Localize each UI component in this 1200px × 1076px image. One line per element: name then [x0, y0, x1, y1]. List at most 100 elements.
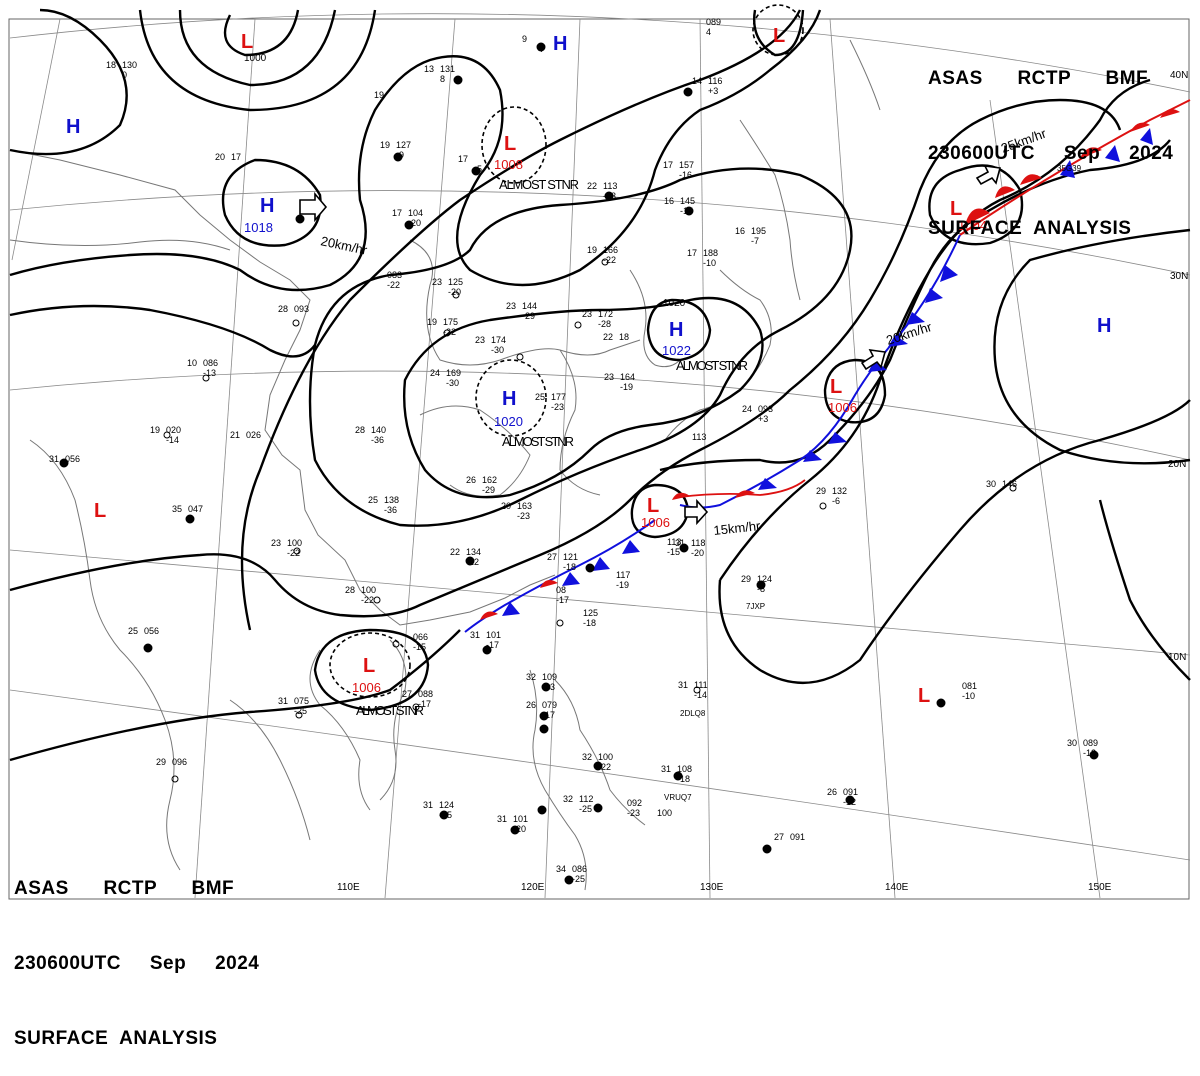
station-plot: 17 104-20	[392, 208, 423, 228]
station-plot: 24 169-30	[430, 368, 461, 388]
isobar-low-1006-front	[630, 483, 690, 539]
lat-label-40n: 40N	[1170, 70, 1188, 81]
station-pressure: 108	[677, 764, 692, 774]
station-pressure: 146	[1002, 479, 1017, 489]
station-temperature: 28	[355, 425, 365, 435]
station-pressure: 092	[627, 798, 642, 808]
station-temperature: 23	[432, 277, 442, 287]
station-pressure: 134	[466, 547, 481, 557]
station-plot: 28 140-36	[355, 425, 386, 445]
station-tendency: -14	[166, 435, 179, 445]
station-pressure: 169	[446, 368, 461, 378]
station-symbols	[59, 42, 1099, 885]
isobar-nw-1	[178, 9, 337, 87]
station-plot: 19 175-22	[427, 317, 458, 337]
station-pressure: 174	[491, 335, 506, 345]
station-temperature: 10	[187, 358, 197, 368]
station-tendency: 8	[440, 74, 445, 84]
isobar-nw-3	[9, 8, 128, 156]
station-plot: 32 112-25	[563, 794, 593, 814]
station-temperature: 27	[402, 689, 412, 699]
station-plot: 32 100-22	[582, 752, 613, 772]
isobar-high-1022	[646, 298, 712, 362]
isobar-north-band	[9, 9, 822, 292]
station-pressure: 089	[706, 17, 721, 27]
low-center-west-symbol: L	[94, 500, 106, 522]
station-pressure: 117	[616, 570, 630, 580]
station-plot: 083-22	[387, 270, 402, 290]
station-temperature: 23	[475, 335, 485, 345]
station-plot: 27 088-17	[402, 689, 433, 709]
station-temperature: 17	[687, 248, 697, 258]
station-pressure: 101	[486, 630, 501, 640]
station-pressure: 056	[65, 454, 80, 464]
station-tendency: -7	[751, 236, 759, 246]
station-tendency: -19	[620, 382, 633, 392]
station-temperature: 31	[49, 454, 59, 464]
station-temperature: 31	[675, 538, 685, 548]
station-plot: 31 124-15	[423, 800, 454, 820]
station-tendency: -10	[962, 691, 975, 701]
station-pressure: 075	[294, 696, 309, 706]
station-pressure: 157	[679, 160, 694, 170]
station-temperature: 32	[526, 672, 536, 682]
station-pressure: 127	[396, 140, 411, 150]
isobar-low-1006-sw	[313, 628, 430, 712]
station-plot: 113	[692, 432, 706, 442]
station-pressure: 121	[563, 552, 578, 562]
low-center-1006-front-value: 1006	[641, 515, 670, 530]
station-temperature: 19	[587, 245, 597, 255]
station-tendency: -17	[418, 699, 431, 709]
high-center-1022-symbol: H	[669, 319, 683, 341]
station-plot: 35 047	[172, 504, 203, 514]
station-tendency: -22	[466, 557, 479, 567]
low-center-1006-front-symbol: L	[647, 495, 659, 517]
station-tendency: -12	[843, 797, 856, 807]
station-pressure: 047	[188, 504, 203, 514]
station-pressure: 125	[448, 277, 463, 287]
station-pressure: 113	[667, 537, 681, 547]
station-temperature: 18	[106, 60, 116, 70]
station-tendency: -17	[556, 595, 569, 605]
station-plot: 23 172-28	[582, 309, 613, 329]
station-plot: 23 100-22	[271, 538, 302, 558]
station-pressure: 086	[203, 358, 218, 368]
high-1022-status: ALMOST STNR	[676, 358, 748, 373]
station-temperature: 22	[587, 181, 597, 191]
station-pressure: 093	[294, 304, 309, 314]
station-pressure: 079	[542, 700, 557, 710]
station-plot: 092-23	[627, 798, 642, 818]
station-tendency: -36	[384, 505, 397, 515]
isobar-south-loop	[9, 629, 461, 762]
station-plot: 30 089-12	[1067, 738, 1098, 758]
station-pressure: 132	[832, 486, 847, 496]
ship-id: 7JXP	[746, 602, 765, 611]
station-tendency: -13	[603, 191, 616, 201]
station-pressure: 188	[703, 248, 718, 258]
station-tendency: -22	[598, 762, 611, 772]
station-tendency: -22	[387, 280, 400, 290]
station-plot: 14 116+3	[692, 76, 722, 96]
station-temperature: 26	[466, 475, 476, 485]
station-temperature: 19	[150, 425, 160, 435]
station-temperature: 30	[986, 479, 996, 489]
lon-label-150e: 150E	[1088, 882, 1112, 893]
weather-map: 40N 30N 20N 10N 110E 120E 130E 140E 150E…	[8, 4, 1191, 900]
high-center-1020-value: 1020	[494, 414, 523, 429]
station-plot: 29 132-6	[816, 486, 847, 506]
isobar-central-inner	[403, 296, 764, 499]
station-pressure: 113	[692, 432, 706, 442]
ship-id: 2DLQ8	[680, 709, 706, 718]
station-plot: 17 157-16	[663, 160, 694, 180]
station-tendency: -5	[474, 164, 482, 174]
high-center-1022-value: 1022	[662, 343, 691, 358]
isobar-outer-east	[240, 9, 802, 631]
low-center-1006-east-symbol: L	[830, 376, 842, 398]
station-pressure: 138	[384, 495, 399, 505]
station-pressure: 086	[572, 864, 587, 874]
station-temperature: 29	[741, 574, 751, 584]
station-plot: 100	[657, 808, 672, 818]
station-pressure: 18	[619, 332, 629, 342]
lon-label-120e: 120E	[521, 882, 545, 893]
